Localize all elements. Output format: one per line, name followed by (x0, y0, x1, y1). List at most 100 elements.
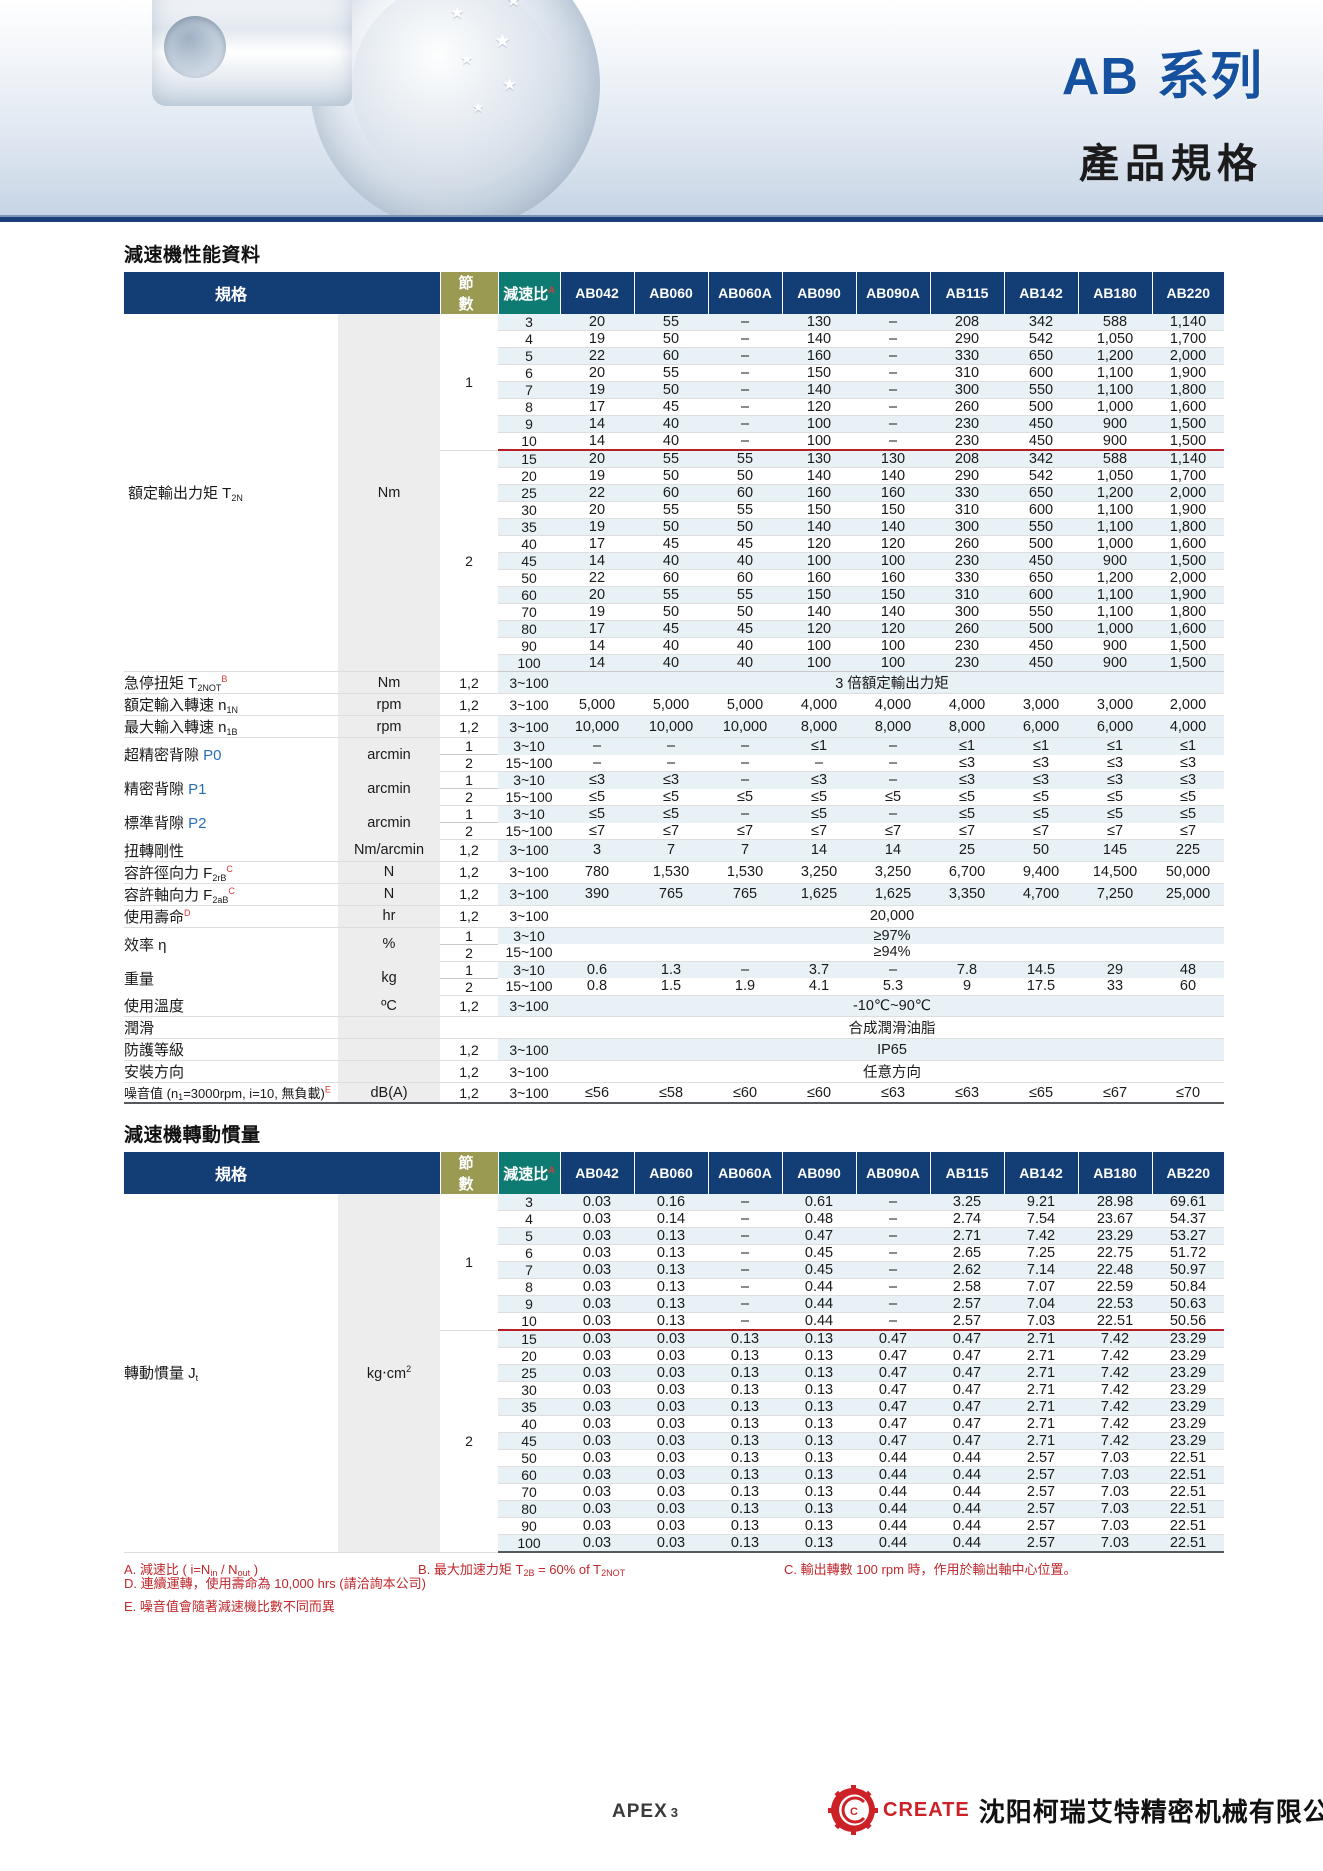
table-cell: 7.03 (1004, 1312, 1078, 1331)
table-cell: 14 (782, 839, 856, 862)
table-cell: 290 (930, 467, 1004, 485)
table-cell: 50.97 (1152, 1261, 1224, 1279)
ratio-cell: 15 (498, 1330, 560, 1348)
table-cell: 60 (634, 484, 708, 502)
col-header-spec-unit (338, 272, 440, 314)
table-cell: 0.13 (708, 1432, 782, 1450)
table-cell: 900 (1078, 637, 1152, 655)
table-row: 使用壽命D hr 1,2 3~100 20,000 (124, 905, 1224, 928)
table-cell: 0.13 (634, 1261, 708, 1279)
table-cell: 150 (856, 586, 930, 604)
footnote-d: D. 連續運轉，使用壽命為 10,000 hrs (請洽詢本公司) (124, 1576, 426, 1591)
table-cell: 0.13 (782, 1500, 856, 1518)
ratio-cell: 3 (498, 314, 560, 331)
table-row: 20 0.03 0.03 0.13 0.13 0.47 0.47 2.71 7.42 23.29 (124, 1347, 1224, 1365)
table-cell: 310 (930, 586, 1004, 604)
ratio-cell: 3~100 (498, 715, 560, 738)
table-cell: 60 (634, 347, 708, 365)
table-row: 2 15~100 ≤5 ≤5 ≤5 ≤5 ≤5 ≤5 ≤5 ≤5 ≤5 (124, 788, 1224, 806)
table-cell: 1,700 (1152, 467, 1224, 485)
table-row: 6 20 55–150–310 600 1,100 1,900 (124, 364, 1224, 382)
table-cell: 22 (560, 484, 634, 502)
merged-cell: 合成潤滑油脂 (560, 1016, 1224, 1039)
table-cell: ≤5 (708, 788, 782, 806)
table-row: 容許徑向力 F2rBC N 1,2 3~100 780 1,530 1,530 3,250 3,… (124, 861, 1224, 884)
table-cell: – (856, 1210, 930, 1228)
table-cell: 0.44 (930, 1483, 1004, 1501)
table-cell: 45 (708, 620, 782, 638)
table-cell: 130 (856, 450, 930, 468)
table-cell: ≤7 (930, 822, 1004, 840)
table-cell: 8,000 (782, 715, 856, 738)
page-number: 3 (670, 1805, 679, 1820)
table-cell: 2.57 (1004, 1534, 1078, 1553)
table-cell: 54.37 (1152, 1210, 1224, 1228)
table-cell: 7 (708, 839, 782, 862)
table-cell: 22.51 (1152, 1466, 1224, 1484)
table-cell: 0.03 (560, 1261, 634, 1279)
table-cell: 1,700 (1152, 330, 1224, 348)
table-cell: 0.44 (782, 1295, 856, 1313)
table-cell: 1.5 (634, 978, 708, 996)
table-row: 60 0.03 0.03 0.13 0.13 0.44 0.44 2.57 7.03 22.51 (124, 1466, 1224, 1484)
row-label-inertia: 轉動慣量 Jt (124, 1194, 338, 1553)
table-cell: 140 (856, 467, 930, 485)
table-cell: 60 (708, 569, 782, 587)
ratio-cell: 40 (498, 1415, 560, 1433)
row-unit: arcmin (338, 737, 440, 772)
table-cell: 14 (560, 637, 634, 655)
table-cell: ≤5 (1004, 805, 1078, 823)
table-cell: 160 (782, 347, 856, 365)
table-cell: 14 (856, 839, 930, 862)
table-cell: 330 (930, 484, 1004, 502)
table-cell: 1,530 (634, 861, 708, 884)
table-cell: 100 (856, 552, 930, 570)
table-cell: 100 (782, 432, 856, 451)
table-cell: – (708, 1261, 782, 1279)
table-cell: 22 (560, 569, 634, 587)
table-row: 效率 η% 1 3~10 ≥97% (124, 927, 1224, 961)
table-cell: 450 (1004, 552, 1078, 570)
stage-cell: 1 (440, 771, 498, 789)
ratio-cell: 90 (498, 1517, 560, 1535)
table-cell: 0.44 (782, 1312, 856, 1331)
table-cell: 230 (930, 432, 1004, 451)
col-header-spec: 規格 (124, 272, 338, 314)
table-cell: ≤3 (634, 771, 708, 789)
table-cell: 0.47 (856, 1432, 930, 1450)
table-cell: 0.44 (856, 1500, 930, 1518)
table-cell: 0.13 (708, 1500, 782, 1518)
ratio-cell: 10 (498, 1312, 560, 1331)
table-cell: 0.03 (560, 1398, 634, 1416)
table-cell: 100 (782, 654, 856, 672)
table-row: 噪音值 (n1=3000rpm, i=10, 無負載)E dB(A) 1,2 3~10… (124, 1082, 1224, 1104)
table-cell: 0.13 (782, 1381, 856, 1399)
ratio-cell: 40 (498, 535, 560, 553)
ratio-cell: 6 (498, 364, 560, 382)
table-cell: 0.13 (782, 1534, 856, 1553)
table-cell: 22 (560, 347, 634, 365)
table-cell: 0.03 (560, 1466, 634, 1484)
table-cell: 900 (1078, 415, 1152, 433)
ratio-cell: 7 (498, 1261, 560, 1279)
table-cell: 0.6 (560, 961, 634, 978)
row-label: 使用壽命D (124, 905, 338, 928)
row-unit: N (338, 861, 440, 884)
table-cell: 19 (560, 518, 634, 536)
col-header-ab220: AB220 (1151, 272, 1224, 314)
col-header-ab060a: AB060A (707, 272, 782, 314)
table-cell: 140 (856, 518, 930, 536)
table-cell: 4,000 (1152, 715, 1224, 738)
table-row: 扭轉剛性 Nm/arcmin 1,2 3~100 3 7 7 14 14 25 50 145 225 (124, 839, 1224, 862)
table-row: 4 0.03 0.14–0.48–2.74 7.54 23.67 54.37 (124, 1210, 1224, 1228)
table-cell: 40 (634, 637, 708, 655)
table-cell: 900 (1078, 552, 1152, 570)
table-cell: 1,600 (1152, 535, 1224, 553)
table-cell: 0.47 (782, 1227, 856, 1245)
table-cell: 4.1 (782, 978, 856, 996)
ratio-cell: 4 (498, 330, 560, 348)
stage-cell: 1,2 (440, 883, 498, 906)
table-cell: ≤1 (930, 737, 1004, 755)
table-cell: 550 (1004, 603, 1078, 621)
table-cell: 0.03 (560, 1381, 634, 1399)
